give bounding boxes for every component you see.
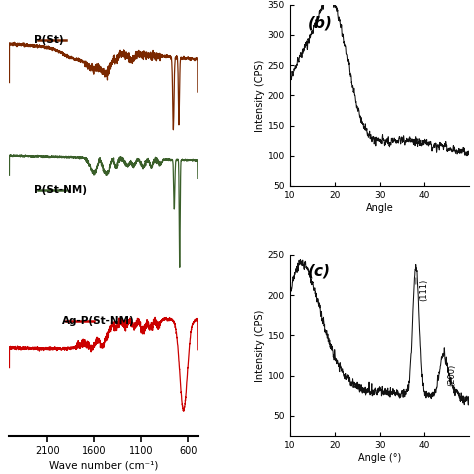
Text: (c): (c): [308, 264, 331, 279]
X-axis label: Angle: Angle: [365, 202, 393, 213]
Text: Ag-P(St-NM): Ag-P(St-NM): [62, 316, 135, 326]
Text: P(St): P(St): [34, 35, 64, 45]
Y-axis label: Intensity (CPS): Intensity (CPS): [255, 309, 265, 382]
X-axis label: Angle (°): Angle (°): [358, 453, 401, 463]
Text: (b): (b): [308, 16, 333, 31]
Text: (200): (200): [447, 364, 456, 386]
Y-axis label: Intensity (CPS): Intensity (CPS): [255, 59, 265, 132]
Text: (111): (111): [419, 279, 428, 301]
Text: P(St-NM): P(St-NM): [34, 185, 87, 195]
X-axis label: Wave number (cm⁻¹): Wave number (cm⁻¹): [49, 461, 158, 471]
